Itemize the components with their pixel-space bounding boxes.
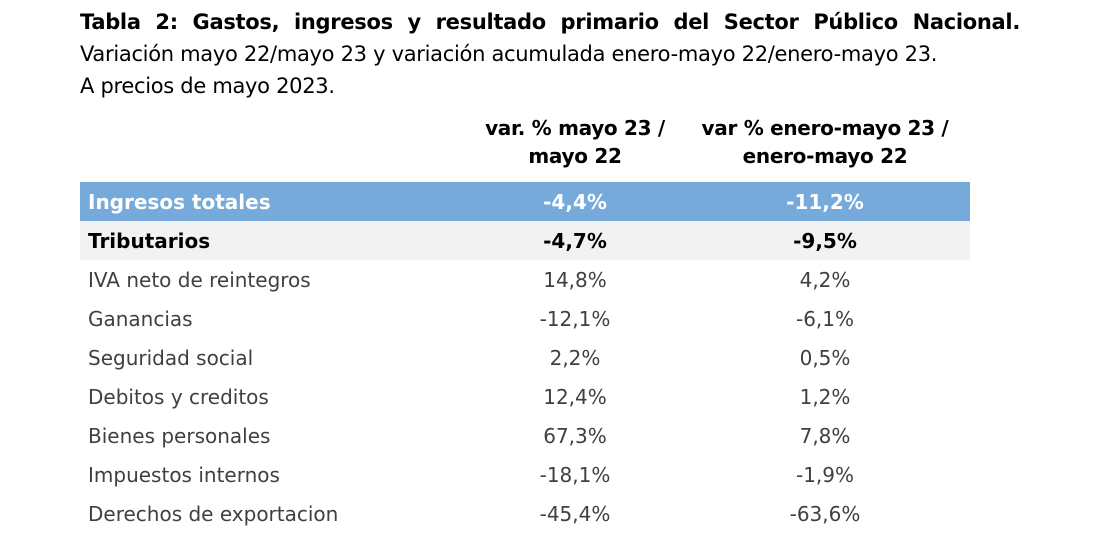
row-label: Bienes personales: [88, 423, 271, 448]
row-label: Ingresos totales: [80, 182, 470, 221]
row-monthly-value: -12,1%: [539, 306, 611, 331]
table-row: Ganancias -12,1% -6,1%: [80, 299, 970, 338]
header-monthly-line2: mayo 22: [528, 144, 622, 168]
header-cumulative-line1: var % enero-mayo 23 /: [701, 116, 949, 140]
row-cumulative-value: -63,6%: [789, 501, 861, 526]
table-row-tributarios: Tributarios -4,7% -9,5%: [80, 221, 970, 260]
header-monthly-variation: var. % mayo 23 / mayo 22: [470, 114, 680, 182]
row-label: Derechos de exportacion: [88, 501, 339, 526]
table-row: IVA neto de reintegros 14,8% 4,2%: [80, 260, 970, 299]
row-cumulative-value: 1,2%: [799, 384, 851, 409]
table-row-ingresos-totales: Ingresos totales -4,4% -11,2%: [80, 182, 970, 221]
row-monthly-value: -4,4%: [470, 182, 680, 221]
header-concept: [80, 114, 470, 182]
table-header-row: var. % mayo 23 / mayo 22 var % enero-may…: [80, 114, 970, 182]
row-monthly-value: 14,8%: [543, 267, 607, 292]
row-cumulative-value: 7,8%: [799, 423, 851, 448]
table-row: Debitos y creditos 12,4% 1,2%: [80, 377, 970, 416]
row-label: Tributarios: [80, 221, 470, 260]
row-label: Debitos y creditos: [88, 384, 269, 409]
table-row: Bienes personales 67,3% 7,8%: [80, 416, 970, 455]
row-monthly-value: -4,7%: [470, 221, 680, 260]
table-row: Impuestos internos -18,1% -1,9%: [80, 455, 970, 494]
row-label: Impuestos internos: [88, 462, 280, 487]
table-row: Seguridad social 2,2% 0,5%: [80, 338, 970, 377]
header-cumulative-variation: var % enero-mayo 23 / enero-mayo 22: [680, 114, 970, 182]
table-row: Derechos de exportacion -45,4% -63,6%: [80, 494, 970, 533]
row-cumulative-value: 4,2%: [799, 267, 851, 292]
row-monthly-value: 2,2%: [549, 345, 601, 370]
row-cumulative-value: -11,2%: [680, 182, 970, 221]
row-cumulative-value: -6,1%: [795, 306, 855, 331]
row-monthly-value: 67,3%: [543, 423, 607, 448]
row-cumulative-value: -9,5%: [680, 221, 970, 260]
header-monthly-line1: var. % mayo 23 /: [485, 116, 665, 140]
row-label: IVA neto de reintegros: [88, 267, 311, 292]
table-price-note: A precios de mayo 2023.: [80, 74, 335, 98]
row-monthly-value: 12,4%: [543, 384, 607, 409]
row-label: Ganancias: [88, 306, 193, 331]
header-cumulative-line2: enero-mayo 22: [742, 144, 908, 168]
row-label: Seguridad social: [88, 345, 254, 370]
row-cumulative-value: -1,9%: [795, 462, 855, 487]
table-caption: Tabla 2: Gastos, ingresos y resultado pr…: [80, 6, 1020, 102]
row-cumulative-value: 0,5%: [799, 345, 851, 370]
fiscal-table: var. % mayo 23 / mayo 22 var % enero-may…: [80, 114, 970, 533]
table-title: Tabla 2: Gastos, ingresos y resultado pr…: [80, 10, 1020, 34]
row-monthly-value: -18,1%: [539, 462, 611, 487]
row-monthly-value: -45,4%: [539, 501, 611, 526]
table-subtitle: Variación mayo 22/mayo 23 y variación ac…: [80, 42, 938, 66]
